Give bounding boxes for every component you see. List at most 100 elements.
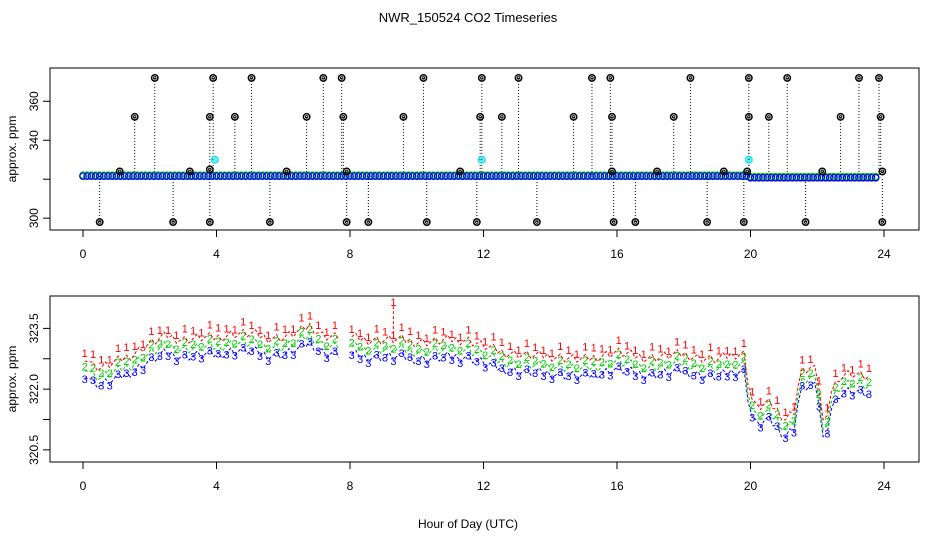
cyan-point-inner — [480, 157, 484, 162]
spike-high-point-inner — [671, 115, 676, 119]
baseline-point — [350, 172, 359, 181]
series2-marker: 2 — [791, 415, 797, 427]
spike-high-point — [876, 112, 885, 121]
baseline-point — [471, 172, 480, 181]
baseline-point — [446, 172, 454, 181]
series1-marker: 1 — [782, 407, 788, 419]
series3-marker: 3 — [215, 348, 221, 360]
spike-low-point — [205, 218, 214, 227]
series1-marker: 1 — [541, 345, 547, 357]
marks-top — [79, 73, 887, 227]
spike-high-point — [875, 73, 883, 82]
series3-marker: 3 — [824, 429, 830, 441]
series1-marker: 1 — [365, 332, 371, 344]
spike-mid-point — [342, 167, 351, 176]
series2-marker: 2 — [549, 362, 555, 374]
baseline-point — [667, 172, 676, 181]
baseline-point — [663, 172, 671, 181]
series2-marker: 2 — [824, 416, 830, 428]
baseline-point — [220, 172, 229, 181]
baseline-point — [850, 173, 859, 182]
series3-marker: 3 — [148, 352, 154, 364]
series2-marker: 2 — [499, 351, 505, 363]
series3-marker: 3 — [849, 391, 855, 403]
baseline-point — [162, 172, 171, 181]
baseline-point — [550, 172, 559, 181]
spike-high-point-inner — [608, 76, 613, 80]
series1-marker: 1 — [424, 333, 430, 345]
series1-marker: 1 — [115, 343, 121, 355]
series1-marker: 1 — [757, 397, 763, 409]
plot-frame-bottom — [49, 295, 920, 463]
baseline-point — [404, 172, 413, 181]
series1-marker: 1 — [749, 386, 755, 398]
series2-marker: 2 — [624, 354, 630, 366]
series3-marker: 3 — [808, 380, 814, 392]
spike-high-point-inner — [321, 76, 326, 80]
series1-marker: 1 — [808, 354, 814, 366]
series2-marker: 2 — [215, 336, 221, 348]
baseline-point — [575, 172, 584, 181]
baseline-point — [538, 172, 546, 181]
series1-marker: 1 — [866, 363, 872, 375]
series1-marker: 1 — [849, 365, 855, 377]
series3-marker: 3 — [490, 357, 496, 369]
baseline-point — [145, 172, 154, 181]
spike-high-point — [419, 73, 428, 82]
series1-marker: 1 — [232, 325, 238, 337]
series2-marker: 2 — [716, 359, 722, 371]
series2-marker: 2 — [532, 356, 538, 368]
baseline-point — [179, 172, 187, 181]
baseline-point — [291, 172, 300, 181]
series3-marker: 3 — [482, 362, 488, 374]
spike-low-point-inner — [880, 220, 885, 224]
series1-marker: 1 — [791, 402, 797, 414]
spike-low-point-inner — [475, 220, 479, 224]
spike-low-point-inner — [742, 220, 746, 224]
series1-marker: 1 — [290, 324, 296, 336]
baseline-point — [429, 172, 438, 181]
spike-high-point-inner — [877, 76, 881, 80]
series3-marker: 3 — [274, 348, 280, 360]
baseline-point — [709, 172, 717, 181]
spike-high-point-inner — [688, 76, 693, 80]
baseline-point — [863, 173, 872, 182]
series3-marker: 3 — [574, 375, 580, 387]
baseline-point — [354, 172, 363, 181]
series1-marker: 1 — [557, 341, 563, 353]
spike-high-point — [319, 73, 328, 82]
baseline-point — [337, 172, 346, 181]
baseline-point — [763, 173, 772, 182]
series1-marker: 1 — [332, 320, 338, 332]
spike-mid-point-inner — [820, 169, 825, 174]
series2-marker: 2 — [240, 330, 246, 342]
series3-marker: 3 — [607, 371, 613, 383]
series1-marker: 1 — [632, 345, 638, 357]
series1-marker: 1 — [432, 325, 438, 337]
series2-marker: 2 — [849, 378, 855, 390]
series2-marker: 2 — [223, 337, 229, 349]
series3-marker: 3 — [774, 421, 780, 433]
baseline-point — [371, 172, 379, 181]
spike-high-point-inner — [747, 76, 751, 80]
x-tick-label: 12 — [477, 247, 491, 261]
series3-marker: 3 — [198, 354, 204, 366]
spike-low-point — [532, 218, 541, 227]
series3-marker: 3 — [732, 372, 738, 384]
baseline-point — [266, 172, 275, 181]
y-tick-label: 322.0 — [27, 374, 41, 404]
baseline-point — [408, 172, 417, 181]
series3-marker: 3 — [465, 350, 471, 362]
series3-marker: 3 — [232, 351, 238, 363]
series2-marker: 2 — [432, 338, 438, 350]
baseline-point — [508, 172, 517, 181]
baseline-point — [746, 173, 755, 182]
spike-high-point-inner — [401, 115, 406, 119]
series3-marker: 3 — [107, 380, 113, 392]
baseline-point — [487, 172, 496, 181]
series2-marker: 2 — [799, 368, 805, 380]
series3-line — [84, 339, 340, 389]
spike-high-point — [744, 112, 753, 121]
series2-line — [84, 332, 340, 382]
series1-line — [84, 322, 340, 372]
